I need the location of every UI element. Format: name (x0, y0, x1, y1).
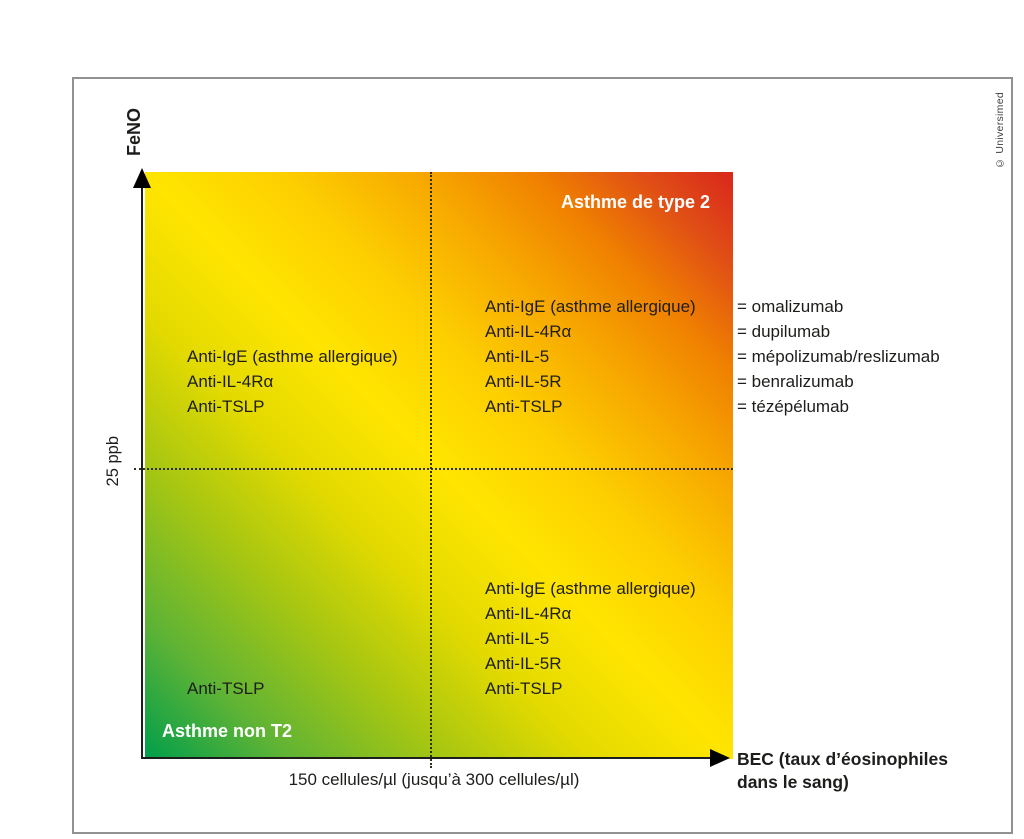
therapy-item: Anti-IgE (asthme allergique) (187, 347, 398, 366)
therapy-item: Anti-IgE (asthme allergique) (485, 579, 696, 598)
y-axis-arrow-up-icon (133, 168, 151, 188)
x-axis-line (143, 757, 717, 759)
bec-threshold-dashed-line (430, 172, 432, 768)
therapy-item: Anti-IL-5R (485, 372, 562, 391)
therapy-item: Anti-IL-5 (485, 347, 550, 366)
y-axis-tick-label: 25 ppb (104, 436, 122, 487)
therapy-item: Anti-IL-4Rα (187, 372, 274, 391)
legend-item: = benralizumab (737, 372, 854, 391)
therapy-list-bottom-right: Anti-IgE (asthme allergique) Anti-IL-4Rα… (485, 576, 696, 701)
therapy-list-bottom-left: Anti-TSLP (187, 676, 264, 701)
therapy-item: Anti-TSLP (485, 679, 563, 698)
y-axis-line (141, 176, 143, 759)
therapy-item: Anti-TSLP (485, 397, 563, 416)
therapy-list-top-left: Anti-IgE (asthme allergique) Anti-IL-4Rα… (187, 344, 398, 419)
quadrant-title-type2-asthma: Asthme de type 2 (560, 192, 710, 212)
legend-item: = tézépélumab (737, 397, 849, 416)
feno-threshold-dashed-line (134, 468, 733, 470)
x-axis-tick-label: 150 cellules/µl (jusqu’à 300 cellules/µl… (288, 770, 580, 789)
x-axis-label-line2: dans le sang) (737, 772, 849, 792)
drug-legend: = omalizumab = dupilumab = mépolizumab/r… (737, 294, 940, 419)
legend-item: = dupilumab (737, 322, 831, 341)
gradient-quadrant-area (145, 172, 733, 759)
copyright-notice: © Universimed (994, 92, 1006, 170)
therapy-item: Anti-TSLP (187, 679, 265, 698)
therapy-list-top-right: Anti-IgE (asthme allergique) Anti-IL-4Rα… (485, 294, 696, 419)
therapy-item: Anti-IL-4Rα (485, 604, 572, 623)
therapy-item: Anti-IL-5 (485, 629, 550, 648)
x-axis-arrow-right-icon (710, 749, 730, 767)
therapy-item: Anti-IL-4Rα (485, 322, 572, 341)
legend-item: = mépolizumab/reslizumab (737, 347, 940, 366)
x-axis-label: BEC (taux d’éosinophiles dans le sang) (737, 748, 948, 794)
therapy-item: Anti-TSLP (187, 397, 265, 416)
legend-item: = omalizumab (737, 297, 844, 316)
therapy-item: Anti-IgE (asthme allergique) (485, 297, 696, 316)
x-axis-label-line1: BEC (taux d’éosinophiles (737, 749, 948, 769)
quadrant-title-non-t2-asthma: Asthme non T2 (162, 721, 293, 741)
therapy-item: Anti-IL-5R (485, 654, 562, 673)
y-axis-label: FeNO (124, 108, 144, 157)
